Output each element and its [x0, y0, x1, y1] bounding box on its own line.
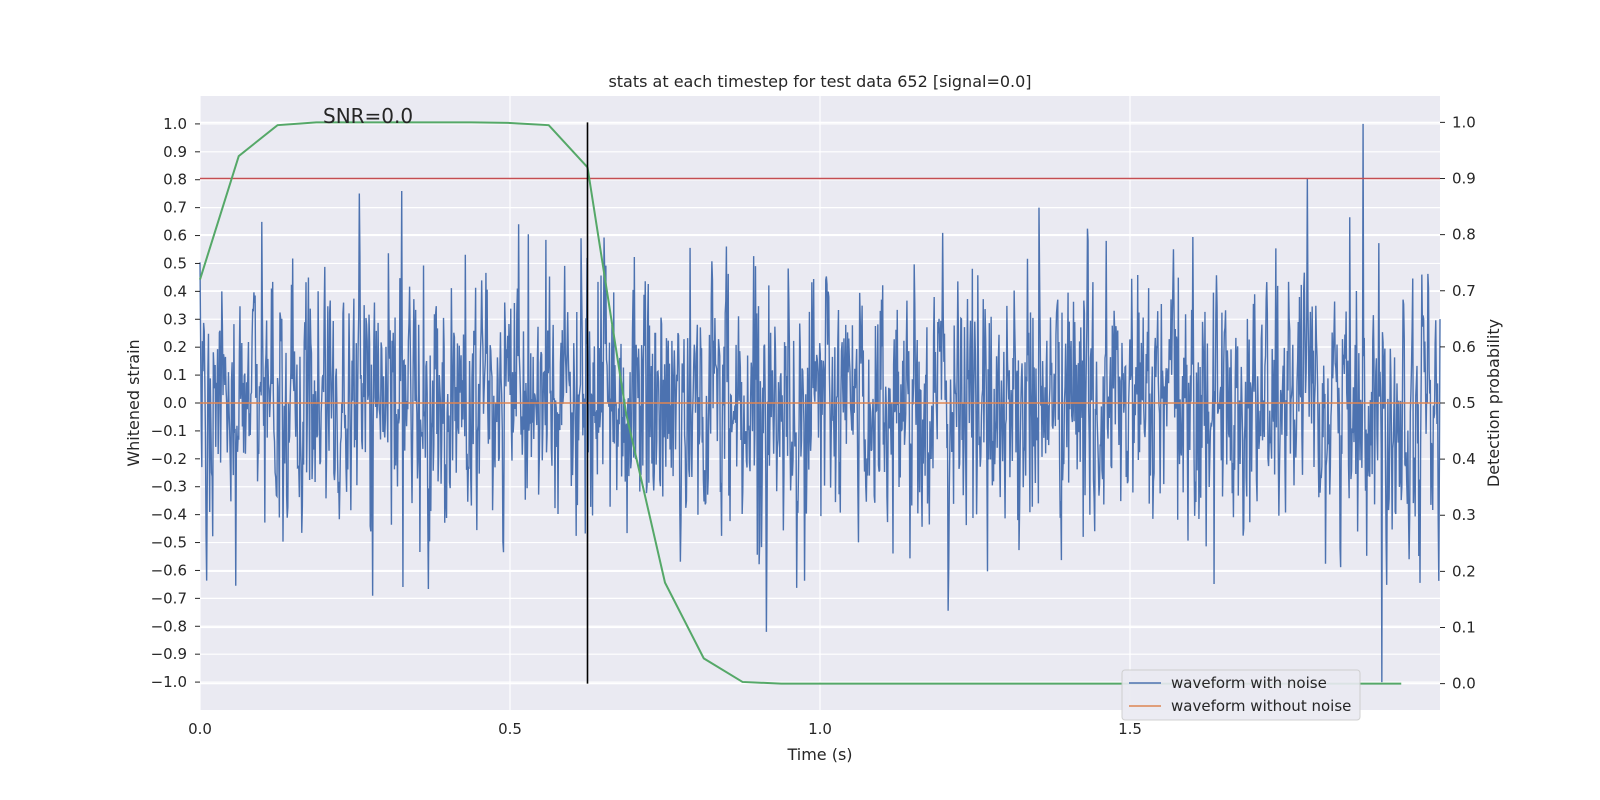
x-axis-label: Time (s)	[786, 745, 852, 764]
y2-tick-label: 0.0	[1452, 675, 1476, 693]
y-tick-label: 0.7	[163, 199, 187, 217]
y-tick-label: −0.7	[151, 589, 187, 607]
x-tick-labels: 0.0 0.5 1.0 1.5	[188, 720, 1142, 738]
y-axis-label: Whitened strain	[124, 339, 143, 466]
y-tick-label: 0.9	[163, 143, 187, 161]
y-tick-label: −0.3	[151, 478, 187, 496]
y-tick-label: −0.6	[151, 561, 187, 579]
y2-tick-label: 0.7	[1452, 282, 1476, 300]
y-tick-label: 0.1	[163, 366, 187, 384]
y-tick-label: −0.9	[151, 645, 187, 663]
x-tick-label: 1.0	[808, 720, 832, 738]
legend-box	[1121, 669, 1361, 721]
y-tick-label: −0.2	[151, 450, 187, 468]
y-tick-labels: 1.0 0.9 0.8 0.7 0.6 0.5 0.4 0.3 0.2 0.1 0.0 −0.1 −0.…	[151, 115, 200, 691]
y-tick-label: −1.0	[151, 673, 187, 691]
y2-axis-label: Detection probability	[1484, 319, 1503, 487]
x-tick-label: 0.0	[188, 720, 212, 738]
chart-title: stats at each timestep for test data 652…	[608, 72, 1031, 91]
legend: waveform with noise waveform without noi…	[1121, 669, 1361, 721]
y2-tick-label: 0.9	[1452, 170, 1476, 188]
y-tick-label: −0.8	[151, 617, 187, 635]
x-tick-label: 0.5	[498, 720, 522, 738]
waveform-with-noise-line	[199, 123, 1441, 683]
y-tick-label: 0.6	[163, 227, 187, 245]
y-tick-label: 0.3	[163, 310, 187, 328]
y2-tick-label: 1.0	[1452, 113, 1476, 131]
y2-tick-label: 0.6	[1452, 338, 1476, 356]
legend-label-waveform-with-noise: waveform with noise	[1171, 674, 1327, 692]
snr-annotation: SNR=0.0	[323, 104, 413, 128]
y-tick-label: 0.8	[163, 171, 187, 189]
y-tick-label: −0.4	[151, 506, 187, 524]
y-tick-label: 0.2	[163, 338, 187, 356]
y-tick-label: 0.4	[163, 282, 187, 300]
y2-tick-label: 0.1	[1452, 618, 1476, 636]
y-tick-label: 1.0	[163, 115, 187, 133]
y2-tick-labels: 1.0 0.9 0.8 0.7 0.6 0.5 0.4 0.3 0.2 0.1 0.0	[1440, 113, 1476, 693]
y-tick-label: −0.1	[151, 422, 187, 440]
legend-label-waveform-without-noise: waveform without noise	[1171, 697, 1351, 715]
series-waveform-with-noise	[199, 123, 1441, 683]
y2-tick-label: 0.8	[1452, 226, 1476, 244]
x-tick-label: 1.5	[1118, 720, 1142, 738]
y-tick-label: −0.5	[151, 534, 187, 552]
y2-tick-label: 0.4	[1452, 450, 1476, 468]
y2-tick-label: 0.3	[1452, 506, 1476, 524]
y2-tick-label: 0.5	[1452, 394, 1476, 412]
y2-tick-label: 0.2	[1452, 562, 1476, 580]
y-tick-label: 0.0	[163, 394, 187, 412]
y-tick-label: 0.5	[163, 254, 187, 272]
